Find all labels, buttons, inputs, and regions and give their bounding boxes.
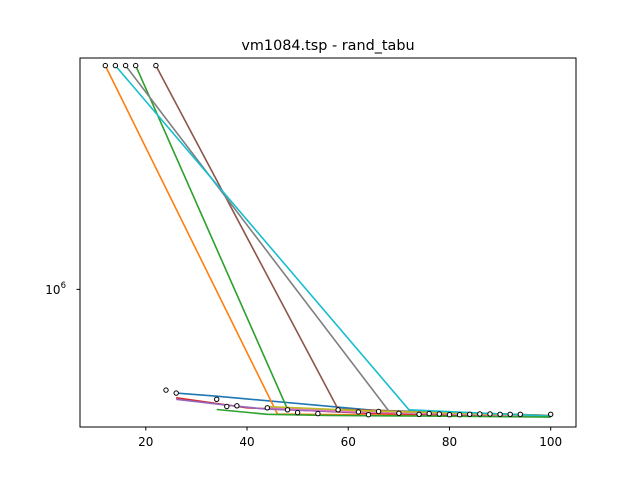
data-marker — [355, 409, 362, 415]
data-marker — [234, 403, 240, 409]
data-marker — [112, 62, 119, 69]
series-line-2 — [104, 65, 551, 418]
data-marker — [416, 411, 422, 417]
x-tick-label: 40 — [239, 435, 254, 449]
plot-frame — [79, 57, 577, 428]
data-marker — [153, 62, 159, 69]
data-marker — [315, 410, 321, 417]
data-marker — [487, 411, 493, 417]
x-tick-label: 60 — [341, 435, 356, 449]
data-marker — [365, 412, 372, 418]
data-marker — [122, 62, 129, 69]
data-marker — [426, 410, 432, 417]
data-marker — [467, 411, 473, 417]
data-marker — [436, 411, 442, 417]
data-marker — [456, 412, 463, 418]
data-marker — [102, 62, 109, 69]
data-marker — [507, 411, 513, 417]
series-line-8 — [124, 65, 551, 417]
series-line-6 — [155, 65, 551, 417]
x-axis: 20 40 60 80 100 — [138, 427, 562, 449]
data-marker — [163, 387, 169, 393]
data-marker — [548, 411, 554, 417]
data-marker — [497, 411, 503, 417]
data-marker — [264, 405, 270, 411]
plot-area — [104, 65, 551, 418]
x-tick-label: 20 — [138, 435, 153, 449]
y-tick-base: 10 — [45, 283, 60, 297]
y-tick-label: 106 — [45, 281, 66, 297]
data-marker — [294, 409, 301, 416]
y-tick-exponent: 6 — [61, 281, 66, 291]
x-tick-label: 80 — [442, 435, 457, 449]
series-line-10 — [114, 65, 551, 417]
data-marker — [335, 407, 341, 413]
marker-group — [102, 62, 554, 418]
data-marker — [477, 411, 483, 417]
data-marker — [133, 62, 139, 69]
y-axis: 106 — [45, 281, 80, 297]
data-marker — [284, 407, 291, 413]
data-marker — [214, 396, 220, 402]
data-marker — [396, 410, 402, 416]
data-marker — [224, 403, 230, 410]
data-marker — [517, 411, 523, 417]
data-marker — [173, 390, 179, 396]
series-line-3 — [134, 65, 551, 417]
data-marker — [446, 412, 453, 418]
chart-title: vm1084.tsp - rand_tabu — [241, 38, 414, 54]
x-tick-label: 100 — [539, 435, 562, 449]
data-marker — [375, 408, 382, 415]
